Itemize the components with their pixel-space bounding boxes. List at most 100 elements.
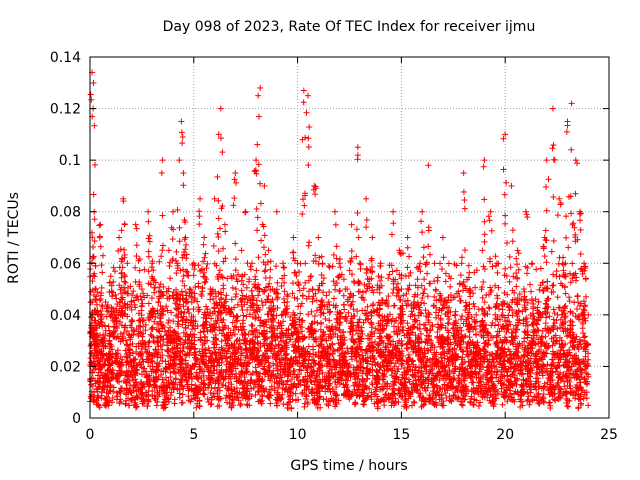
data-point: [322, 315, 329, 322]
data-point: [124, 260, 131, 267]
data-point: [151, 284, 158, 291]
data-point: [385, 275, 392, 282]
data-point: [417, 309, 424, 316]
data-point: [295, 282, 302, 289]
data-point: [369, 234, 376, 241]
data-point: [336, 260, 343, 267]
data-point: [129, 292, 136, 299]
data-point: [290, 234, 297, 241]
chart-title: Day 098 of 2023, Rate Of TEC Index for r…: [163, 19, 536, 35]
data-point: [163, 303, 170, 310]
data-point: [458, 260, 465, 267]
data-point: [508, 182, 515, 189]
data-point: [185, 393, 192, 400]
data-point: [315, 234, 322, 241]
data-point: [140, 365, 147, 372]
data-point: [202, 250, 209, 257]
data-point: [185, 397, 192, 404]
data-point: [90, 375, 97, 382]
data-point: [168, 389, 175, 396]
data-point: [97, 221, 104, 228]
data-point: [326, 264, 333, 271]
data-point: [130, 288, 137, 295]
data-point: [304, 92, 311, 99]
data-point: [106, 340, 113, 347]
data-point: [572, 157, 579, 164]
data-point: [167, 357, 174, 364]
data-point: [142, 327, 149, 334]
data-point: [168, 309, 175, 316]
data-point: [218, 338, 225, 345]
data-point: [122, 401, 129, 408]
data-point: [494, 292, 501, 299]
data-point: [188, 294, 195, 301]
data-point: [158, 253, 165, 260]
data-point: [172, 375, 179, 382]
data-point: [184, 381, 191, 388]
data-point: [152, 313, 159, 320]
data-point: [265, 292, 272, 299]
data-point: [109, 374, 116, 381]
data-point: [166, 317, 173, 324]
data-point: [238, 247, 245, 254]
data-point: [108, 369, 115, 376]
data-point: [179, 376, 186, 383]
data-point: [147, 314, 154, 321]
data-point: [155, 343, 162, 350]
data-point: [135, 296, 142, 303]
data-point: [165, 247, 172, 254]
data-point: [431, 260, 438, 267]
data-point: [145, 208, 152, 215]
data-point: [106, 387, 113, 394]
data-point: [98, 386, 105, 393]
data-point: [121, 251, 128, 258]
data-point: [91, 389, 98, 396]
data-point: [210, 295, 217, 302]
data-point: [177, 381, 184, 388]
data-point: [533, 266, 540, 273]
data-point: [361, 401, 368, 408]
data-point: [151, 382, 158, 389]
data-point: [421, 300, 428, 307]
data-point: [273, 208, 280, 215]
data-point: [98, 302, 105, 309]
data-point: [307, 273, 314, 280]
data-point: [109, 360, 116, 367]
data-point: [150, 267, 157, 274]
data-point: [197, 195, 204, 202]
data-point: [284, 293, 291, 300]
data-point: [253, 157, 260, 164]
data-point: [102, 298, 109, 305]
data-point: [162, 368, 169, 375]
data-point: [167, 392, 174, 399]
data-point: [543, 157, 550, 164]
data-point: [204, 396, 211, 403]
data-point: [179, 348, 186, 355]
data-point: [130, 387, 137, 394]
data-point: [237, 402, 244, 409]
data-point: [122, 379, 129, 386]
data-point: [218, 273, 225, 280]
data-point: [300, 87, 307, 94]
data-point: [181, 370, 188, 377]
data-point: [148, 295, 155, 302]
data-point: [382, 391, 389, 398]
data-point: [546, 399, 553, 406]
data-point: [160, 283, 167, 290]
data-point: [114, 376, 121, 383]
data-point: [163, 374, 170, 381]
data-point: [129, 318, 136, 325]
data-point: [445, 260, 452, 267]
data-point: [452, 308, 459, 315]
data-point: [95, 402, 102, 409]
data-point: [487, 208, 494, 215]
data-point: [177, 376, 184, 383]
data-point: [336, 288, 343, 295]
data-point: [164, 384, 171, 391]
data-point: [140, 290, 147, 297]
data-point: [261, 182, 268, 189]
data-point: [434, 274, 441, 281]
data-point: [114, 324, 121, 331]
data-point: [386, 271, 393, 278]
data-point: [267, 258, 274, 265]
